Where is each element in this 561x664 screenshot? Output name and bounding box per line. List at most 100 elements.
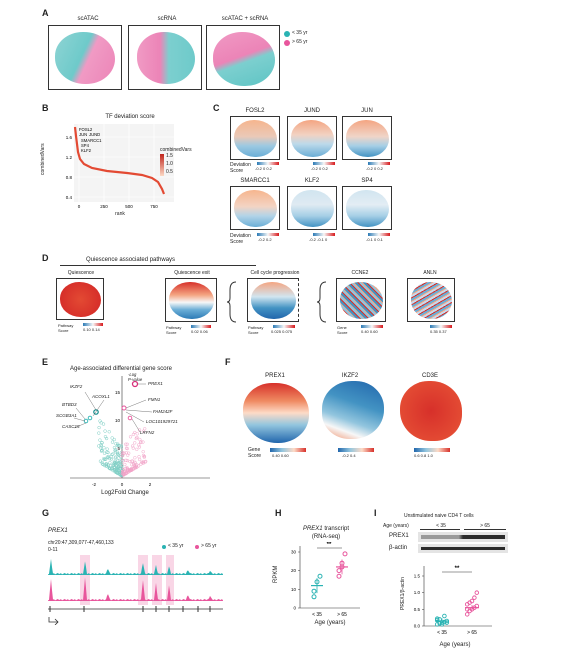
volcano-point — [97, 425, 101, 430]
volcano-point — [112, 460, 116, 464]
d-score-label: Pathway Score — [166, 325, 182, 335]
i-scatter: 1.5 1.0 0.5 0.0 ** < 35 > 65 — [414, 566, 492, 636]
panel-b-title: TF deviation score — [105, 114, 155, 120]
panel-label-d: D — [42, 253, 49, 263]
y-tick: 0.8 — [66, 175, 73, 180]
d-legend-ticks: 0.35 0.37 — [430, 329, 447, 334]
volcano-point — [113, 456, 117, 460]
blot-actin — [418, 544, 508, 553]
umap-combined — [206, 25, 280, 90]
legend-gradient — [257, 162, 279, 165]
d-score-label: Pathway Score — [248, 325, 264, 335]
volcano-point — [141, 450, 145, 454]
highlight-region — [166, 555, 174, 605]
d-umap-ccne2 — [336, 278, 386, 322]
panel-label-b: B — [42, 103, 49, 113]
legend-label: Gene — [248, 447, 261, 453]
volcano-point — [126, 453, 130, 457]
legend-label: Score — [248, 453, 262, 459]
y-tick: 1.5 — [414, 574, 421, 579]
umap-scatac — [48, 25, 122, 90]
left-brace-icon — [316, 281, 327, 323]
volcano-point — [109, 457, 114, 461]
legend-gradient — [273, 325, 295, 328]
volcano-point — [120, 464, 124, 468]
tf-annot-smarcc1: SMARCC1 — [81, 138, 102, 143]
legend-old: > 65 yr — [292, 39, 308, 45]
f-title-prex1: PREX1 — [265, 373, 285, 379]
volcano-plot: 0 -2 2 15 10 5 — [70, 376, 210, 487]
volcano-point — [97, 444, 101, 448]
blot-prex1 — [418, 532, 508, 542]
tf-deviation-plot: 1.6 1.2 0.8 0.4 0 250 500 750 FOSL2 JUN … — [66, 124, 174, 209]
gene-prex1: PREX1 — [148, 381, 163, 386]
tf-title-jun: JUN — [361, 108, 373, 114]
volcano-point — [100, 462, 105, 466]
legend-ticks: -0.1 0 0.1 — [366, 237, 383, 242]
left-brace-icon — [226, 281, 237, 323]
point-btbd3 — [83, 418, 89, 424]
umap-points — [411, 282, 452, 319]
legend-gradient — [83, 323, 103, 326]
point-acoxl1 — [87, 415, 93, 421]
volcano-point — [125, 466, 129, 471]
data-points — [311, 551, 348, 600]
y-tick: 10 — [291, 587, 297, 592]
volcano-point — [102, 457, 106, 461]
volcano-point — [135, 432, 139, 436]
volcano-point — [119, 463, 123, 468]
d-score-label: Gene Score — [337, 325, 348, 335]
d-title-anln: ANLN — [423, 270, 437, 276]
volcano-point — [137, 455, 141, 459]
volcano-point — [123, 466, 128, 471]
panel-label-a: A — [42, 8, 49, 18]
g-coords: chr20:47,309,077-47,460,133 — [48, 540, 114, 546]
panel-label-i: I — [374, 508, 377, 518]
point-prex1 — [131, 380, 139, 388]
d-title-cell-cycle: Cell cycle progression — [250, 270, 300, 276]
volcano-point — [107, 430, 111, 434]
legend-label: Score — [230, 239, 244, 245]
data-point — [311, 588, 317, 594]
tf-title-fosl2: FOSL2 — [245, 108, 265, 114]
data-point — [311, 594, 317, 600]
umap-points — [291, 190, 334, 227]
data-point — [336, 573, 342, 579]
volcano-point — [139, 462, 143, 466]
legend-gradient — [160, 154, 164, 176]
panel-b-ylabel: combinedVars — [40, 143, 46, 175]
volcano-point — [97, 431, 101, 435]
tf-umap-sp4 — [342, 186, 392, 230]
legend-dot-old — [195, 545, 199, 549]
d-legend-ticks: 0.025 0.075 — [271, 329, 293, 334]
i-xgroup-young: < 35 — [437, 630, 447, 636]
volcano-point — [141, 440, 145, 444]
group-rule — [464, 529, 506, 530]
volcano-point — [103, 429, 107, 433]
legend-ticks: -0.2 -0.1 0 — [309, 237, 328, 242]
gene-scgb3a1: SCGB3A1 — [56, 413, 77, 418]
legend-gradient — [338, 448, 374, 452]
track-young — [48, 558, 223, 575]
g-gene: PREX1 — [48, 528, 68, 534]
volcano-point — [105, 447, 109, 451]
y-tick: 1.6 — [66, 135, 73, 140]
panel-label-c: C — [213, 103, 220, 113]
data-point — [442, 613, 447, 619]
h-group-old: > 65 — [337, 612, 347, 618]
volcano-point — [106, 455, 110, 460]
legend-ticks: -0.2 0 0.2 — [255, 166, 272, 171]
highlight-region — [138, 555, 148, 605]
i-group-old: > 65 — [480, 523, 490, 529]
deviation-score-label: Deviation Score — [230, 233, 251, 245]
blot-bands — [421, 535, 505, 539]
legend-gradient — [313, 233, 335, 236]
volcano-point — [142, 460, 146, 464]
x-tick: -2 — [92, 482, 96, 487]
legend-ticks: -0.2 0 0.2 — [366, 166, 383, 171]
data-point — [469, 598, 475, 604]
h-sig: ** — [327, 542, 332, 548]
volcano-point — [133, 460, 137, 464]
i-group-young: < 35 — [436, 523, 446, 529]
volcano-point — [113, 469, 117, 474]
